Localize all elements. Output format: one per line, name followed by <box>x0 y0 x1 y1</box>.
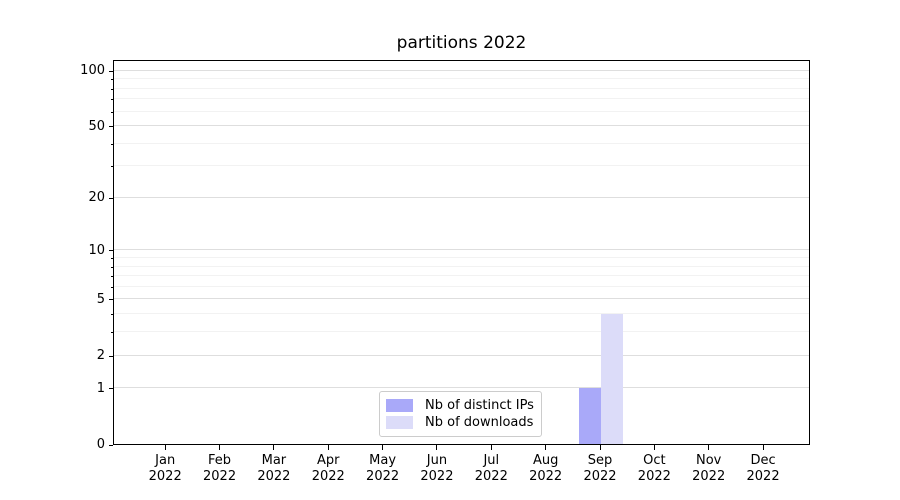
y-minor-tick <box>110 286 113 288</box>
x-tick <box>382 445 384 450</box>
x-tick <box>762 445 764 450</box>
y-major-tick <box>108 197 113 199</box>
x-tick-label: May 2022 <box>366 453 400 484</box>
y-minor-tick <box>110 111 113 113</box>
y-tick-label: 5 <box>96 291 105 307</box>
x-tick <box>327 445 329 450</box>
minor-gridline <box>114 110 809 112</box>
y-minor-tick <box>110 99 113 101</box>
y-major-tick <box>108 70 113 72</box>
y-minor-tick <box>110 166 113 168</box>
y-minor-tick <box>110 276 113 278</box>
y-tick-label: 0 <box>96 437 105 452</box>
y-minor-tick <box>110 143 113 145</box>
y-tick-label: 2 <box>96 348 105 364</box>
y-major-tick <box>108 299 113 301</box>
x-tick-label: Jul 2022 <box>474 453 508 484</box>
x-tick <box>436 445 438 450</box>
y-major-tick <box>108 355 113 357</box>
x-tick <box>219 445 221 450</box>
x-tick-label: Dec 2022 <box>746 453 780 484</box>
x-tick <box>708 445 710 450</box>
chart-title: partitions 2022 <box>396 33 527 53</box>
minor-gridline <box>114 331 809 333</box>
minor-gridline <box>114 78 809 80</box>
major-gridline <box>114 196 809 198</box>
minor-gridline <box>114 257 809 259</box>
x-tick-label: Jun 2022 <box>420 453 454 484</box>
minor-gridline <box>114 265 809 267</box>
legend-item-distinct-ips: Nb of distinct IPs <box>386 397 534 414</box>
minor-gridline <box>114 142 809 144</box>
y-tick-label: 20 <box>88 190 105 206</box>
major-gridline <box>114 387 809 389</box>
y-minor-tick <box>110 314 113 316</box>
x-tick-label: Feb 2022 <box>203 453 237 484</box>
legend-item-downloads: Nb of downloads <box>386 414 533 431</box>
minor-gridline <box>114 313 809 315</box>
legend-label-distinct-ips: Nb of distinct IPs <box>425 398 534 413</box>
minor-gridline <box>114 275 809 277</box>
y-major-tick <box>108 250 113 252</box>
x-tick-label: Mar 2022 <box>257 453 291 484</box>
x-tick-label: Jan 2022 <box>148 453 182 484</box>
x-tick-label: Aug 2022 <box>529 453 563 484</box>
minor-gridline <box>114 165 809 167</box>
legend: Nb of distinct IPs Nb of downloads <box>379 391 542 437</box>
bar-nb-of-downloads-sep <box>601 313 623 444</box>
minor-gridline <box>114 98 809 100</box>
bar-nb-of-distinct-ips-sep <box>579 387 601 444</box>
major-gridline <box>114 249 809 251</box>
y-minor-tick <box>110 79 113 81</box>
legend-swatch-downloads <box>386 416 413 429</box>
legend-swatch-distinct-ips <box>386 399 413 412</box>
x-tick <box>490 445 492 450</box>
y-tick-label: 10 <box>88 242 105 258</box>
major-gridline <box>114 69 809 71</box>
y-major-tick <box>108 444 113 446</box>
x-tick-label: Nov 2022 <box>692 453 726 484</box>
y-major-tick <box>108 388 113 390</box>
x-tick <box>273 445 275 450</box>
x-tick-label: Oct 2022 <box>637 453 671 484</box>
y-minor-tick <box>110 258 113 259</box>
x-tick-label: Sep 2022 <box>583 453 617 484</box>
minor-gridline <box>114 87 809 89</box>
minor-gridline <box>114 285 809 287</box>
y-tick-label: 100 <box>80 63 105 79</box>
y-tick-label: 50 <box>88 118 105 134</box>
y-minor-tick <box>110 266 113 268</box>
y-major-tick <box>108 126 113 128</box>
x-tick-label: Apr 2022 <box>311 453 345 484</box>
legend-label-downloads: Nb of downloads <box>425 415 534 430</box>
y-minor-tick <box>110 88 113 90</box>
major-gridline <box>114 125 809 127</box>
x-tick <box>164 445 166 450</box>
y-tick-label: 1 <box>96 380 105 396</box>
x-tick <box>653 445 655 450</box>
major-gridline <box>114 298 809 300</box>
x-tick <box>599 445 601 450</box>
plot-area <box>113 60 810 445</box>
x-tick <box>545 445 547 450</box>
major-gridline <box>114 354 809 356</box>
y-minor-tick <box>110 332 113 334</box>
